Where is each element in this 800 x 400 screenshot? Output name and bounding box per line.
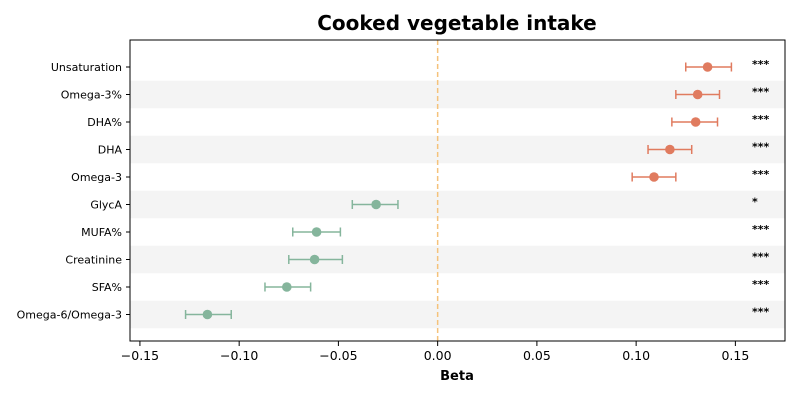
x-tick-label: 0.00 [424,348,452,363]
row-glyca: GlycA * [90,196,758,212]
beta-point [282,282,292,292]
significance-label: *** [752,223,770,236]
significance-label: *** [752,251,770,264]
x-tick-label: −0.05 [319,348,357,363]
row-stripe [130,190,785,219]
significance-label: * [752,196,758,209]
significance-label: *** [752,168,770,181]
row-sfa-: SFA% *** [92,278,770,294]
row-stripe [130,245,785,274]
row-omega-6-omega-3: Omega-6/Omega-3 *** [17,306,770,322]
plot-frame [129,39,786,342]
significance-label: *** [752,278,770,291]
row-dha-: DHA% *** [87,113,769,129]
beta-point [202,309,213,320]
y-tick-label: Omega-3% [61,89,122,102]
row-unsaturation: Unsaturation *** [51,58,770,74]
y-tick-label: DHA% [87,116,122,129]
row-omega-3-: Omega-3% *** [61,86,770,102]
x-axis-label: Beta [440,369,474,384]
x-tick-label: −0.15 [121,348,159,363]
x-tick-label: 0.15 [721,348,749,363]
beta-point [371,199,381,210]
row-mufa-: MUFA% *** [81,223,769,239]
x-tick-label: −0.10 [220,348,258,363]
row-stripe [130,300,785,329]
beta-point [311,227,322,237]
y-tick-label: Creatinine [65,254,122,267]
beta-point [692,89,703,100]
y-tick-label: Unsaturation [51,61,122,74]
significance-label: *** [752,306,770,319]
y-tick-label: SFA% [92,281,122,294]
row-creatinine: Creatinine *** [65,251,769,267]
significance-label: *** [752,86,770,99]
x-tick-label: 0.10 [622,348,650,363]
significance-label: *** [752,141,770,154]
chart-title: Cooked vegetable intake [317,11,596,35]
y-tick-label: Omega-3 [71,171,122,184]
row-dha: DHA *** [98,141,770,157]
y-tick-label: GlycA [90,199,122,212]
beta-point [649,172,659,182]
beta-point [309,254,320,265]
beta-point [665,144,675,155]
y-tick-label: MUFA% [81,226,122,239]
significance-label: *** [752,58,770,71]
x-tick-label: 0.05 [523,348,551,363]
y-tick-label: DHA [98,144,123,157]
x-axis: −0.15 −0.10 −0.05 0.00 0.05 0.10 0.15 [121,341,749,363]
y-tick-label: Omega-6/Omega-3 [17,309,122,322]
row-stripes [130,80,785,329]
significance-label: *** [752,113,770,126]
beta-point [690,117,701,127]
data-rows: Unsaturation ***Omega-3% ***DHA% ***DHA ***O… [17,58,770,322]
beta-point [702,62,713,72]
row-omega-3: Omega-3 *** [71,168,769,184]
